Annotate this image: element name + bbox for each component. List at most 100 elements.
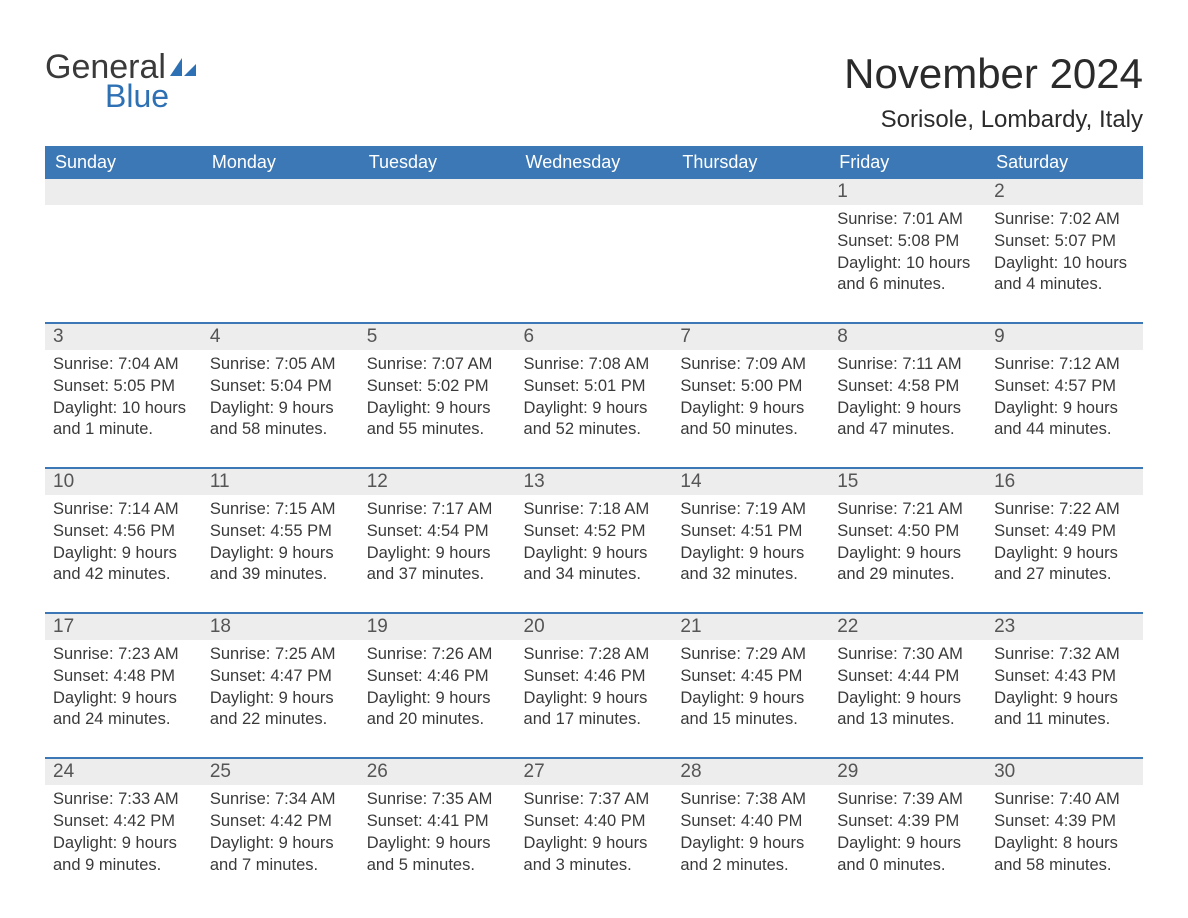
day-number: 13 xyxy=(516,468,673,495)
weekday-header: Sunday xyxy=(45,146,202,179)
day-line: Sunset: 5:04 PM xyxy=(210,376,351,398)
daynum-row: 17181920212223 xyxy=(45,613,1143,640)
day-line: and 1 minute. xyxy=(53,419,194,441)
day-line: Daylight: 9 hours xyxy=(524,398,665,420)
header: General Blue November 2024 Sorisole, Lom… xyxy=(45,50,1143,134)
day-line: Daylight: 10 hours xyxy=(53,398,194,420)
day-cell: Sunrise: 7:07 AMSunset: 5:02 PMDaylight:… xyxy=(359,350,516,468)
day-number: 16 xyxy=(986,468,1143,495)
day-line: and 37 minutes. xyxy=(367,564,508,586)
day-line: and 27 minutes. xyxy=(994,564,1135,586)
day-cell: Sunrise: 7:05 AMSunset: 5:04 PMDaylight:… xyxy=(202,350,359,468)
day-line: Sunrise: 7:25 AM xyxy=(210,644,351,666)
day-line: Sunset: 4:41 PM xyxy=(367,811,508,833)
day-line: Sunrise: 7:21 AM xyxy=(837,499,978,521)
day-line: and 55 minutes. xyxy=(367,419,508,441)
day-line: and 58 minutes. xyxy=(994,855,1135,877)
day-line: and 5 minutes. xyxy=(367,855,508,877)
logo-blue: Blue xyxy=(105,80,198,112)
weekday-header: Monday xyxy=(202,146,359,179)
day-cell xyxy=(202,205,359,323)
day-line: Sunset: 4:49 PM xyxy=(994,521,1135,543)
day-number: 3 xyxy=(45,323,202,350)
day-cell xyxy=(516,205,673,323)
day-line: Sunrise: 7:01 AM xyxy=(837,209,978,231)
day-number xyxy=(45,179,202,205)
day-line: Sunset: 4:55 PM xyxy=(210,521,351,543)
day-line: Daylight: 9 hours xyxy=(837,688,978,710)
day-line: Sunrise: 7:38 AM xyxy=(680,789,821,811)
day-line: and 17 minutes. xyxy=(524,709,665,731)
day-line: Sunset: 4:42 PM xyxy=(210,811,351,833)
day-details: Sunrise: 7:17 AMSunset: 4:54 PMDaylight:… xyxy=(365,495,510,586)
day-line: Sunrise: 7:23 AM xyxy=(53,644,194,666)
day-number: 26 xyxy=(359,758,516,785)
day-details: Sunrise: 7:34 AMSunset: 4:42 PMDaylight:… xyxy=(208,785,353,876)
day-number: 30 xyxy=(986,758,1143,785)
daynum-row: 12 xyxy=(45,179,1143,205)
day-details: Sunrise: 7:33 AMSunset: 4:42 PMDaylight:… xyxy=(51,785,196,876)
day-cell xyxy=(45,205,202,323)
day-line: Sunset: 4:43 PM xyxy=(994,666,1135,688)
day-cell: Sunrise: 7:17 AMSunset: 4:54 PMDaylight:… xyxy=(359,495,516,613)
day-line: Daylight: 9 hours xyxy=(367,688,508,710)
day-number: 27 xyxy=(516,758,673,785)
day-line: and 47 minutes. xyxy=(837,419,978,441)
daynum-row: 10111213141516 xyxy=(45,468,1143,495)
day-line: and 0 minutes. xyxy=(837,855,978,877)
day-cell: Sunrise: 7:19 AMSunset: 4:51 PMDaylight:… xyxy=(672,495,829,613)
day-line: Daylight: 9 hours xyxy=(680,543,821,565)
week-row: Sunrise: 7:04 AMSunset: 5:05 PMDaylight:… xyxy=(45,350,1143,468)
day-line: and 22 minutes. xyxy=(210,709,351,731)
day-line: Sunrise: 7:34 AM xyxy=(210,789,351,811)
day-number: 25 xyxy=(202,758,359,785)
day-line: and 13 minutes. xyxy=(837,709,978,731)
day-line: Sunrise: 7:22 AM xyxy=(994,499,1135,521)
day-line: Sunrise: 7:35 AM xyxy=(367,789,508,811)
day-line: Daylight: 9 hours xyxy=(367,543,508,565)
day-line: and 42 minutes. xyxy=(53,564,194,586)
day-number: 10 xyxy=(45,468,202,495)
day-number: 17 xyxy=(45,613,202,640)
day-number xyxy=(516,179,673,205)
day-number: 6 xyxy=(516,323,673,350)
day-line: Sunset: 5:01 PM xyxy=(524,376,665,398)
day-cell: Sunrise: 7:35 AMSunset: 4:41 PMDaylight:… xyxy=(359,785,516,902)
day-line: Sunset: 4:45 PM xyxy=(680,666,821,688)
weekday-header: Tuesday xyxy=(359,146,516,179)
daynum-row: 24252627282930 xyxy=(45,758,1143,785)
day-line: and 50 minutes. xyxy=(680,419,821,441)
day-number: 9 xyxy=(986,323,1143,350)
day-line: Daylight: 9 hours xyxy=(994,688,1135,710)
day-cell: Sunrise: 7:37 AMSunset: 4:40 PMDaylight:… xyxy=(516,785,673,902)
day-line: and 44 minutes. xyxy=(994,419,1135,441)
day-cell: Sunrise: 7:01 AMSunset: 5:08 PMDaylight:… xyxy=(829,205,986,323)
day-line: Daylight: 9 hours xyxy=(53,833,194,855)
day-cell: Sunrise: 7:11 AMSunset: 4:58 PMDaylight:… xyxy=(829,350,986,468)
day-cell: Sunrise: 7:04 AMSunset: 5:05 PMDaylight:… xyxy=(45,350,202,468)
day-number: 22 xyxy=(829,613,986,640)
day-line: Daylight: 9 hours xyxy=(210,543,351,565)
day-number: 28 xyxy=(672,758,829,785)
day-line: Sunset: 4:56 PM xyxy=(53,521,194,543)
day-cell: Sunrise: 7:21 AMSunset: 4:50 PMDaylight:… xyxy=(829,495,986,613)
logo: General Blue xyxy=(45,50,198,112)
day-line: Daylight: 9 hours xyxy=(367,398,508,420)
day-details: Sunrise: 7:30 AMSunset: 4:44 PMDaylight:… xyxy=(835,640,980,731)
day-cell: Sunrise: 7:12 AMSunset: 4:57 PMDaylight:… xyxy=(986,350,1143,468)
day-line: Sunrise: 7:33 AM xyxy=(53,789,194,811)
day-cell: Sunrise: 7:25 AMSunset: 4:47 PMDaylight:… xyxy=(202,640,359,758)
day-line: and 6 minutes. xyxy=(837,274,978,296)
page-title: November 2024 xyxy=(844,50,1143,98)
day-details: Sunrise: 7:37 AMSunset: 4:40 PMDaylight:… xyxy=(522,785,667,876)
day-line: Sunrise: 7:04 AM xyxy=(53,354,194,376)
day-number: 12 xyxy=(359,468,516,495)
day-number: 11 xyxy=(202,468,359,495)
day-number: 5 xyxy=(359,323,516,350)
day-line: Sunrise: 7:09 AM xyxy=(680,354,821,376)
day-line: Daylight: 9 hours xyxy=(680,398,821,420)
week-row: Sunrise: 7:33 AM Sunset: 4:42 PM Daylight:… xyxy=(45,785,1143,902)
day-line: Daylight: 9 hours xyxy=(524,688,665,710)
day-details: Sunrise: 7:29 AMSunset: 4:45 PMDaylight:… xyxy=(678,640,823,731)
day-line: Sunrise: 7:02 AM xyxy=(994,209,1135,231)
